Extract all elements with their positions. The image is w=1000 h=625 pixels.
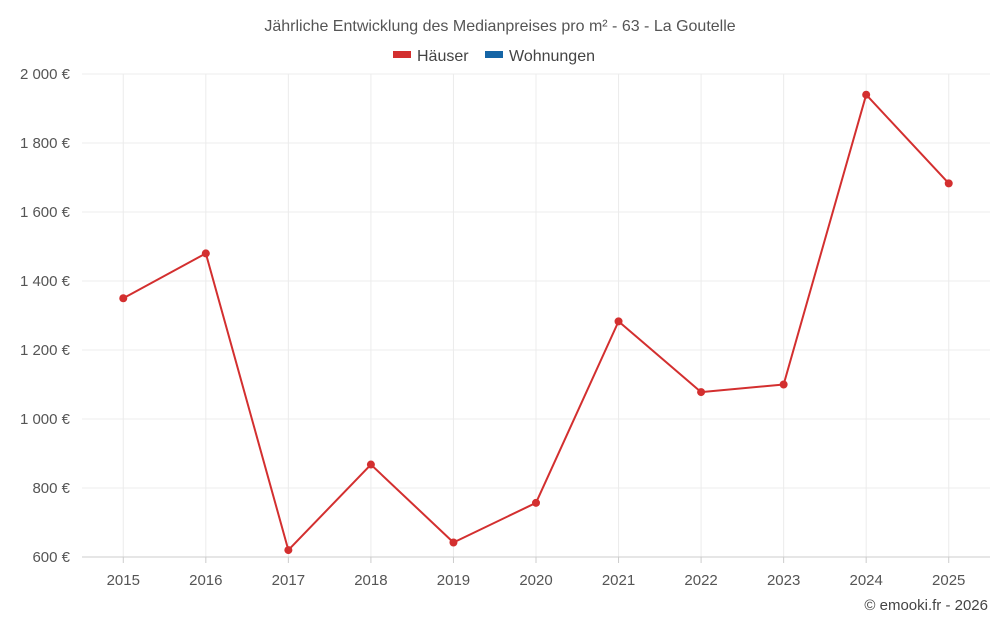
x-tick-label: 2023 — [767, 572, 800, 589]
y-tick-label: 1 400 € — [20, 273, 71, 290]
legend-label-wohnungen: Wohnungen — [509, 48, 595, 65]
data-point[interactable] — [862, 90, 871, 99]
legend: Häuser Wohnungen — [393, 48, 595, 65]
x-tick-label: 2022 — [684, 572, 717, 589]
x-tick-label: 2025 — [932, 572, 965, 589]
legend-swatch-haeuser — [393, 51, 411, 58]
legend-item-wohnungen[interactable]: Wohnungen — [485, 48, 595, 65]
x-tick-label: 2019 — [437, 572, 470, 589]
y-tick-label: 1 200 € — [20, 342, 71, 359]
x-tick-label: 2018 — [354, 572, 387, 589]
data-point[interactable] — [944, 179, 953, 188]
y-tick-label: 800 € — [32, 480, 70, 497]
series-haeuser — [119, 90, 953, 555]
data-point[interactable] — [366, 460, 375, 469]
data-point[interactable] — [532, 498, 540, 507]
legend-item-haeuser[interactable]: Häuser — [393, 48, 469, 65]
data-point[interactable] — [779, 380, 788, 389]
legend-swatch-wohnungen — [485, 51, 503, 58]
data-point[interactable] — [284, 546, 293, 555]
x-tick-label: 2015 — [107, 572, 140, 589]
x-axis: 2015 2016 2017 2018 2019 2020 2021 2022 2023 2024… — [82, 556, 990, 589]
grid — [82, 73, 990, 557]
data-point[interactable] — [614, 317, 623, 326]
x-tick-label: 2024 — [849, 572, 882, 589]
y-axis: 600 € 800 € 1 000 € 1 200 € 1 400 € 1 600 € 1 … — [20, 66, 71, 566]
data-point[interactable] — [449, 538, 458, 547]
x-tick-label: 2020 — [519, 572, 552, 589]
x-tick-label: 2016 — [189, 572, 222, 589]
y-tick-label: 600 € — [32, 549, 70, 566]
y-tick-label: 1 600 € — [20, 204, 71, 221]
data-point[interactable] — [201, 249, 210, 258]
y-tick-label: 2 000 € — [20, 66, 71, 83]
y-tick-label: 1 800 € — [20, 135, 71, 152]
chart-title: Jährliche Entwicklung des Medianpreises … — [264, 18, 735, 35]
credit-text: © emooki.fr - 2026 — [864, 597, 988, 614]
legend-label-haeuser: Häuser — [417, 48, 469, 65]
y-tick-label: 1 000 € — [20, 411, 71, 428]
x-tick-label: 2021 — [602, 572, 635, 589]
data-point[interactable] — [119, 294, 128, 303]
data-point[interactable] — [697, 388, 706, 397]
x-tick-label: 2017 — [272, 572, 305, 589]
